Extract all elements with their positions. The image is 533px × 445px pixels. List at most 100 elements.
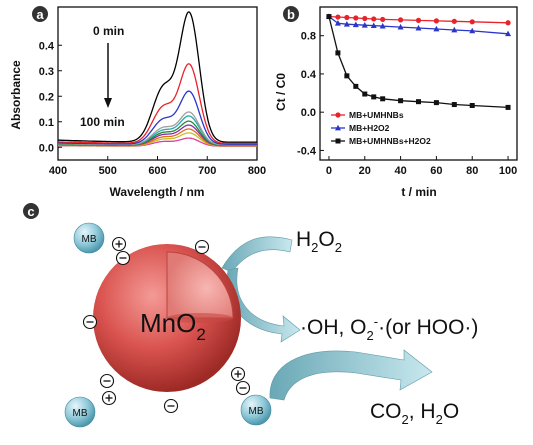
panel-b-data-point xyxy=(334,20,341,26)
panel-a-x-tick-label: 800 xyxy=(248,165,266,177)
negative-charge-icon xyxy=(115,250,131,266)
panel-a-series-group xyxy=(57,11,257,147)
panel-b-x-axis-title: t / min xyxy=(401,185,436,199)
panel-b-data-point xyxy=(352,21,359,28)
panel-a-arrow-head xyxy=(104,98,112,108)
panel-b-y-axis-title: Ct / C0 xyxy=(274,73,288,111)
panel-a-spectra-chart: a 400 500 600 700 800 0.0 0.1 0.2 0.3 0.4 Wavele… xyxy=(9,6,266,199)
panel-b-badge: b xyxy=(283,6,299,22)
mb-label: MB xyxy=(73,408,88,419)
panel-b-legend-label: MB+UMHNBs xyxy=(349,110,404,120)
panel-b-data-point xyxy=(370,22,377,29)
panel-a-annotation-end: 100 min xyxy=(80,115,125,129)
panel-a-spectrum-line xyxy=(58,90,257,145)
panel-b-y-tick-label: -0.4 xyxy=(297,145,317,157)
panel-b-data-point xyxy=(397,17,404,23)
panel-a-badge: a xyxy=(32,6,48,22)
panel-a-x-tick-label: 700 xyxy=(198,165,216,177)
arrow-products-out xyxy=(269,349,433,401)
positive-charge-icon xyxy=(111,236,127,252)
negative-charge-icon xyxy=(194,239,210,255)
mb-molecule-bottom-left: MB xyxy=(64,396,96,428)
panel-b-x-tick-label: 80 xyxy=(466,165,478,177)
panel-b-data-point xyxy=(361,21,368,28)
panel-b-data-point xyxy=(397,23,404,30)
negative-charge-icon xyxy=(99,373,115,389)
panel-b-data-point xyxy=(335,14,341,20)
panel-b-data-point xyxy=(469,102,475,108)
panel-b-x-ticks: 0 20 40 60 80 100 xyxy=(326,156,517,177)
panel-b-data-point xyxy=(398,98,404,104)
panel-c-letter: c xyxy=(27,204,34,219)
arrow-h2o2-intake xyxy=(221,236,293,273)
mb-label: MB xyxy=(249,406,264,417)
panel-a-spectrum-line xyxy=(58,63,257,145)
products-label: CO2, H2O xyxy=(370,400,459,427)
panel-b-x-tick-label: 40 xyxy=(394,165,406,177)
panel-a-y-tick-label: 0.3 xyxy=(39,66,54,78)
panel-b-x-tick-label: 100 xyxy=(499,165,517,177)
panel-b-data-point xyxy=(505,30,512,37)
panel-b-plot-frame xyxy=(319,6,518,161)
panel-b-data-point xyxy=(415,17,422,23)
panel-a-x-axis-title: Wavelength / nm xyxy=(110,185,205,199)
panel-b-series-group xyxy=(325,13,512,110)
positive-charge-icon xyxy=(101,390,117,406)
panel-b-data-point xyxy=(433,100,439,106)
h2o2-label-text: H xyxy=(296,228,311,251)
panel-b-data-point xyxy=(469,19,475,25)
panel-b-kinetics-chart: b 0 20 40 60 80 100 -0.4 0.0 0.4 0.8 t / min Ct … xyxy=(274,6,518,199)
panel-b-data-point xyxy=(415,24,422,31)
panel-a-x-ticks: 400 500 600 700 800 xyxy=(49,156,266,177)
panel-a-y-axis-title: Absorbance xyxy=(9,60,23,130)
panel-b-data-point xyxy=(433,18,440,24)
mb-label: MB xyxy=(82,234,97,245)
panel-b-legend-label: MB+UMHNBs+H2O2 xyxy=(349,136,431,146)
panel-b-data-point xyxy=(344,73,350,79)
panel-a-y-tick-label: 0.0 xyxy=(39,142,54,154)
panel-c-mechanism-scheme: c MnO2 MB MB MB H2O2 ·OH, O2-·(or xyxy=(23,203,478,428)
panel-a-plot-frame xyxy=(57,6,258,161)
panel-a-y-tick-label: 0.1 xyxy=(39,117,54,129)
panel-a-y-tick-label: 0.2 xyxy=(39,91,54,103)
panel-b-data-point xyxy=(362,91,368,97)
panel-b-data-point xyxy=(379,22,386,29)
panel-c-badge: c xyxy=(23,203,39,219)
panel-b-data-point xyxy=(335,124,341,131)
panel-a-y-tick-label: 0.4 xyxy=(39,40,55,52)
panel-b-data-point xyxy=(451,26,458,33)
panel-b-data-point xyxy=(380,96,386,102)
panel-b-data-point xyxy=(469,27,476,34)
mb-molecule-top-left: MB xyxy=(73,222,105,254)
panel-b-data-point xyxy=(362,15,368,22)
panel-b-data-point xyxy=(433,25,440,32)
panel-b-data-point xyxy=(505,104,511,110)
mno2-label-text: MnO xyxy=(140,308,196,338)
mb-molecule-bottom-right: MB xyxy=(240,394,272,426)
panel-b-y-tick-label: 0.4 xyxy=(301,69,317,81)
panel-b-y-tick-label: 0.8 xyxy=(301,31,316,43)
panel-b-data-point xyxy=(335,50,341,56)
mno2-label: MnO2 xyxy=(140,308,206,344)
panel-b-data-point xyxy=(380,16,386,23)
negative-charge-icon xyxy=(235,380,251,396)
panel-b-data-point xyxy=(343,21,350,27)
panel-b-x-tick-label: 60 xyxy=(430,165,442,177)
panel-a-annotation-start: 0 min xyxy=(93,24,124,38)
panel-b-x-tick-label: 20 xyxy=(359,165,371,177)
panel-a-x-tick-label: 600 xyxy=(148,165,166,177)
negative-charge-icon xyxy=(163,398,179,414)
panel-a-spectrum-line xyxy=(57,11,257,143)
radicals-label: ·OH, O2-·(or HOO·) xyxy=(300,314,478,343)
panel-b-letter: b xyxy=(287,7,295,22)
panel-b-data-point xyxy=(451,102,457,108)
panel-b-data-point xyxy=(371,16,377,22)
panel-b-data-point xyxy=(335,112,341,118)
panel-b-legend: MB+UMHNBs MB+H2O2 MB+UMHNBs+H2O2 xyxy=(331,110,431,146)
h2o2-label: H2O2 xyxy=(296,228,342,255)
panel-b-data-point xyxy=(344,14,350,21)
panel-a-x-tick-label: 400 xyxy=(49,165,67,177)
mno2-hollow-sphere xyxy=(93,244,241,392)
panel-b-data-point xyxy=(505,20,511,26)
